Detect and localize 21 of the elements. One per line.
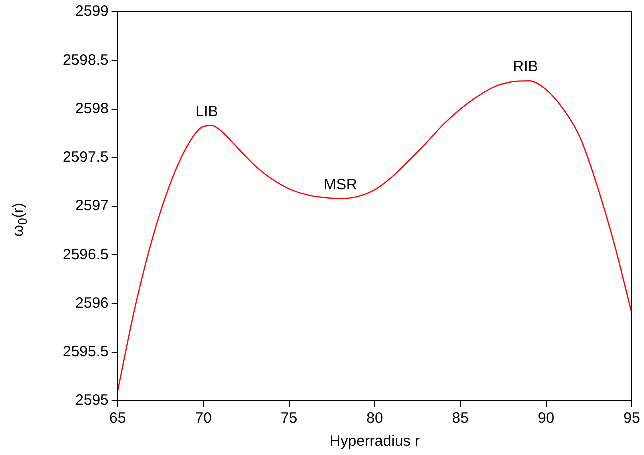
y-tick-label: 2598 [76, 100, 109, 118]
annotation: MSR [324, 176, 358, 194]
annotation: LIB [196, 103, 218, 120]
y-tick-label: 2595 [76, 392, 109, 410]
x-axis-title: Hyperradius r [330, 433, 420, 450]
x-tick-label: 75 [280, 410, 298, 428]
y-tick-label: 2596.5 [62, 246, 109, 264]
y-tick-label: 2598.5 [62, 52, 109, 69]
x-tick-label: 85 [452, 410, 469, 428]
y-tick-label: 2599 [76, 3, 109, 20]
line-series [118, 80, 632, 392]
x-tick-label: 95 [624, 410, 640, 428]
y-tick-label: 2596 [76, 294, 109, 312]
annotation: RIB [513, 58, 538, 76]
y-tick-label: 2595.5 [62, 344, 109, 361]
y-tick-label: 2597.5 [62, 149, 109, 166]
x-tick-label: 65 [110, 410, 126, 428]
x-tick-label: 90 [538, 410, 555, 428]
x-tick-label: 70 [195, 410, 212, 428]
x-tick-label: 80 [366, 410, 384, 428]
y-tick-label: 2597 [76, 198, 109, 215]
